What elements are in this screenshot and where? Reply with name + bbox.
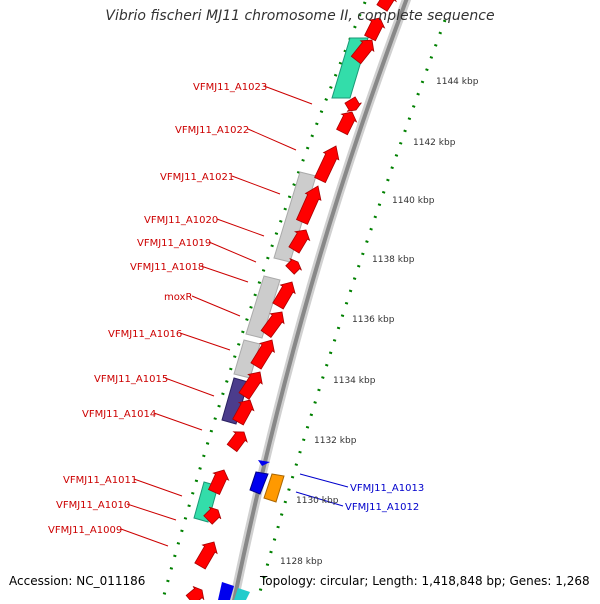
ruler-tick-label: 1138 kbp (372, 255, 415, 265)
gene-leader-line (263, 85, 313, 105)
gene-leader-line (126, 503, 177, 521)
backbone-line (231, 0, 409, 604)
gene-label[interactable]: VFMJ11_A1022 (175, 125, 249, 136)
gene-label[interactable]: VFMJ11_A1019 (137, 238, 211, 249)
forward-cds-arrow (285, 258, 302, 275)
sequence-summary: Topology: circular; Length: 1,418,848 bp… (260, 574, 590, 588)
forward-cds-track (185, 0, 398, 604)
gene-label[interactable]: VFMJ11_A1020 (144, 215, 218, 226)
forward-cds-arrow (185, 586, 205, 604)
gene-leader-line (191, 295, 241, 317)
gene-label[interactable]: VFMJ11_A1013 (350, 483, 424, 494)
gene-leader-line (247, 128, 297, 151)
gene-leader-line (295, 491, 344, 507)
left-gene-labels: VFMJ11_A1023 VFMJ11_A1022 VFMJ11_A1021 VFMJ… (48, 82, 313, 547)
ruler-tick-label: 1142 kbp (413, 138, 456, 148)
gene-leader-line (120, 528, 169, 547)
forward-cds-arrow (364, 17, 386, 42)
forward-cds-arrow (376, 0, 398, 12)
gene-label[interactable]: VFMJ11_A1011 (63, 475, 137, 486)
forward-cds-arrow (314, 145, 340, 184)
ruler-tick-label: 1130 kbp (296, 496, 339, 506)
gene-leader-line (299, 473, 349, 488)
reverse-cds-arrow (258, 460, 270, 466)
forward-cds-arrow (288, 229, 311, 254)
gene-label[interactable]: VFMJ11_A1014 (82, 409, 156, 420)
gene-label[interactable]: VFMJ11_A1009 (48, 525, 122, 536)
forward-cds-arrow (344, 96, 362, 112)
gene-leader-line (216, 218, 265, 237)
ruler-tick-label: 1136 kbp (352, 315, 395, 325)
inner-tick-track (160, 0, 368, 604)
gene-label[interactable]: VFMJ11_A1021 (160, 172, 234, 183)
gene-leader-line (200, 265, 249, 283)
forward-cds-arrow (295, 185, 322, 225)
forward-cds-arrow (272, 281, 296, 310)
gene-label[interactable]: VFMJ11_A1023 (193, 82, 267, 93)
forward-cds-arrow (250, 339, 275, 370)
gene-leader-line (179, 332, 231, 351)
ruler-tick-label: 1140 kbp (392, 196, 435, 206)
forward-cds-arrow (207, 469, 230, 496)
forward-cds-arrow (203, 506, 222, 525)
reverse-cds-arrow (249, 471, 269, 495)
gene-leader-line (153, 412, 203, 431)
gray-feature (245, 275, 281, 339)
reverse-cds-arrow (218, 582, 234, 600)
gene-label[interactable]: moxR (164, 292, 192, 303)
ruler-tick-label: 1134 kbp (333, 376, 376, 386)
cyan-feature (234, 588, 250, 600)
forward-cds-arrow (238, 371, 263, 400)
ruler-labels: 1128 kbp 1130 kbp 1132 kbp 1134 kbp 1136 kbp… (280, 77, 479, 567)
orange-feature (263, 473, 285, 503)
gene-label[interactable]: VFMJ11_A1015 (94, 374, 168, 385)
ruler-tick-label: 1128 kbp (280, 557, 323, 567)
forward-cds-arrow (232, 399, 255, 426)
gene-label[interactable]: VFMJ11_A1010 (56, 500, 130, 511)
forward-cds-arrow (194, 541, 218, 570)
gene-leader-line (133, 478, 183, 497)
gene-leader-line (231, 175, 281, 195)
gene-leader-line (164, 377, 215, 397)
accession-text: Accession: NC_011186 (9, 574, 146, 588)
forward-cds-arrow (336, 111, 358, 136)
gene-leader-line (208, 241, 257, 263)
right-gene-labels: VFMJ11_A1013 VFMJ11_A1012 (295, 473, 424, 513)
gene-label[interactable]: VFMJ11_A1012 (345, 502, 419, 513)
ruler-tick-label: 1144 kbp (436, 77, 479, 87)
ruler-tick-label: 1132 kbp (314, 436, 357, 446)
forward-cds-arrow (226, 431, 248, 453)
forward-cds-arrow (350, 39, 375, 65)
gene-label[interactable]: VFMJ11_A1018 (130, 262, 204, 273)
forward-cds-arrow (260, 311, 285, 339)
gene-label[interactable]: VFMJ11_A1016 (108, 329, 182, 340)
map-title: Vibrio fischeri MJ11 chromosome II, comp… (105, 8, 495, 24)
